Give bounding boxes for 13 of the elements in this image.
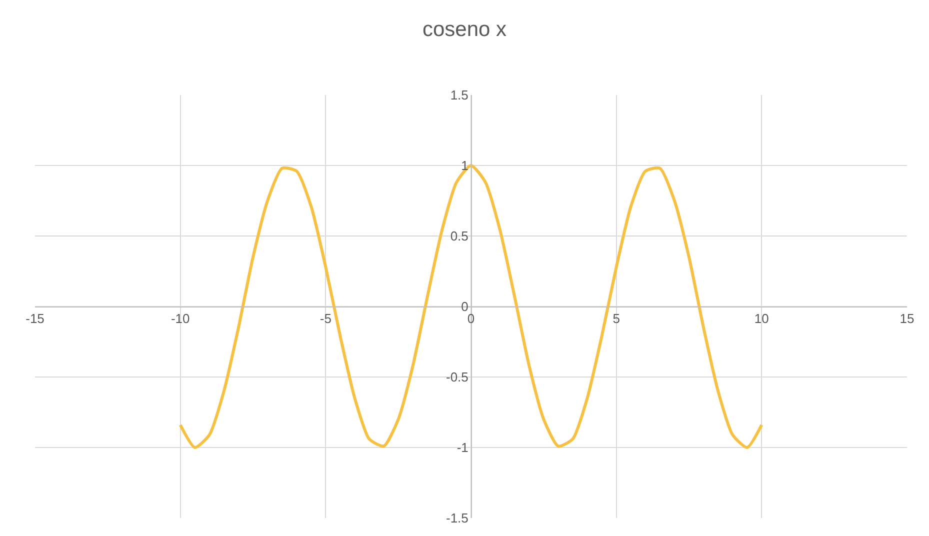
chart-title: coseno x (422, 18, 508, 42)
x-tick-label: 15 (900, 311, 914, 326)
y-tick-label: -1 (456, 440, 468, 456)
y-tick-label: 1.5 (450, 88, 468, 103)
x-tick-label: -5 (320, 311, 332, 326)
x-tick-label: 10 (754, 311, 769, 326)
y-tick-label: 0.5 (450, 228, 468, 244)
x-tick-label: -10 (170, 311, 190, 326)
y-tick-label: -1.5 (446, 510, 468, 526)
x-tick-label: -15 (26, 311, 44, 326)
y-tick-label: 0 (461, 299, 468, 314)
y-tick-label: -0.5 (446, 370, 468, 385)
x-tick-label: 5 (612, 311, 620, 326)
